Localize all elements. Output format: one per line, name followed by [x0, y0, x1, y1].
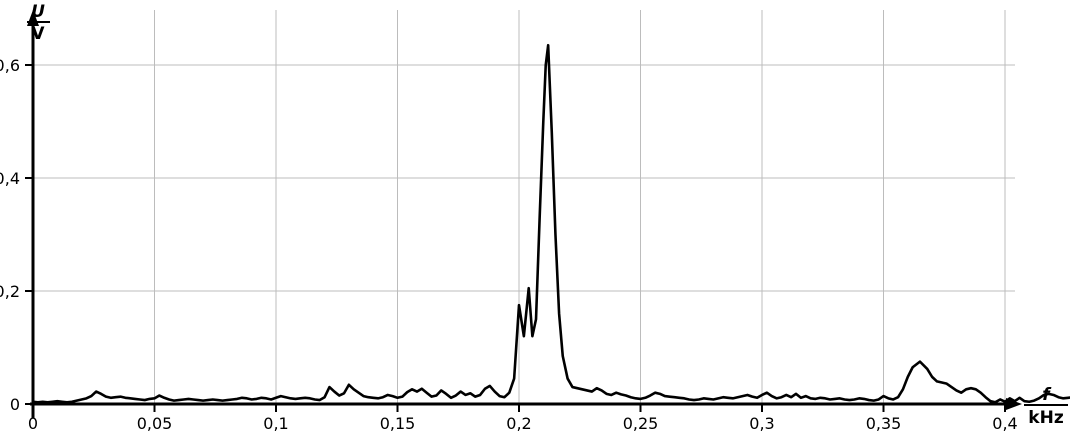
tick-label-y: 0,2	[0, 282, 20, 301]
tick-label-x: 0,2	[506, 414, 531, 431]
x-axis-unit-numerator: f	[1042, 385, 1052, 405]
tick-label-y: 0,4	[0, 169, 20, 188]
vertical-gridlines	[154, 10, 1006, 404]
axis-lines	[27, 10, 1022, 418]
tick-label-x: 0,25	[623, 414, 659, 431]
horizontal-gridlines	[33, 64, 1015, 292]
y-axis-unit-label: U V	[27, 2, 50, 44]
tick-label-x: 0,4	[992, 414, 1017, 431]
tick-label-y: 0,6	[0, 56, 20, 75]
x-axis-unit-label: f kHz	[1024, 385, 1068, 428]
tick-label-x: 0,1	[263, 414, 288, 431]
x-axis-unit-denominator: kHz	[1028, 408, 1064, 428]
y-axis-unit-numerator: U	[31, 2, 45, 22]
y-axis-unit-denominator: V	[31, 24, 45, 44]
tick-label-x: 0	[28, 414, 38, 431]
tick-label-x: 0,3	[749, 414, 774, 431]
x-axis-arrowhead	[1006, 398, 1022, 410]
tick-label-x: 0,15	[380, 414, 416, 431]
spectrum-data-curve	[31, 43, 1070, 404]
tick-label-x: 0,35	[866, 414, 902, 431]
y-axis-tick-labels: 0 0,2 0,4 0,6	[0, 56, 20, 414]
tick-label-x: 0,05	[137, 414, 173, 431]
x-axis-ticks	[32, 404, 1006, 412]
tick-label-y: 0	[10, 395, 20, 414]
x-axis-tick-labels: 0 0,05 0,1 0,15 0,2 0,25 0,3 0,35 0,4	[28, 414, 1018, 431]
y-axis-ticks	[25, 64, 33, 405]
